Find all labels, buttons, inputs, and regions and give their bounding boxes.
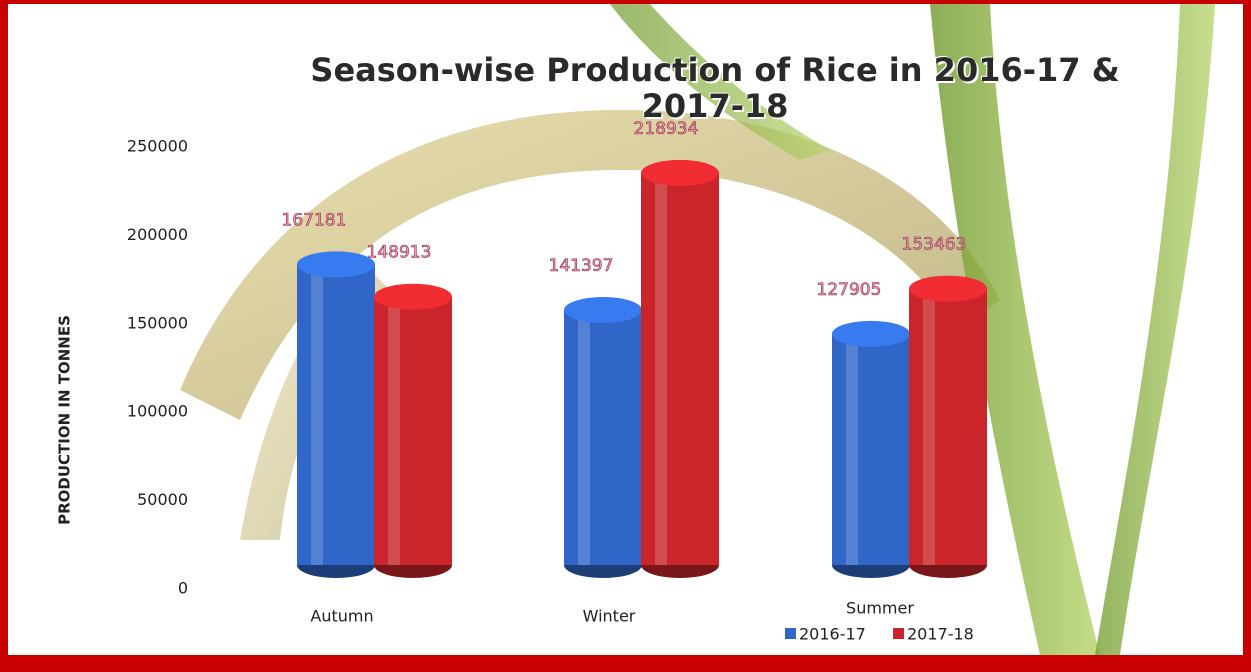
- bar-shade: [641, 172, 719, 565]
- legend-swatch: [785, 628, 796, 639]
- rice-leaf: [610, 4, 830, 160]
- bar-highlight: [655, 172, 667, 565]
- y-tick-label: 100000: [127, 402, 188, 421]
- rice-leaf: [930, 4, 1100, 655]
- rice-leaf: [1095, 4, 1215, 655]
- rice-panicle: [180, 110, 1000, 420]
- x-tick-label: Winter: [583, 607, 636, 626]
- legend-swatch: [893, 628, 904, 639]
- data-label: 148913: [367, 243, 432, 263]
- bar-highlight: [923, 288, 935, 565]
- bar-top: [564, 297, 642, 324]
- bar-top: [909, 275, 987, 302]
- data-label: 141397: [549, 256, 614, 276]
- y-tick-label: 250000: [127, 137, 188, 156]
- bar-highlight: [311, 264, 323, 565]
- bar-shade: [564, 310, 642, 565]
- bar-highlight: [846, 333, 858, 565]
- y-tick-label: 50000: [137, 490, 188, 509]
- y-tick-label: 150000: [127, 313, 188, 332]
- x-tick-label: Summer: [846, 599, 914, 618]
- y-tick-label: 0: [178, 579, 188, 598]
- bar-shade: [832, 333, 910, 565]
- bar-highlight: [388, 296, 400, 565]
- y-axis-label: PRODUCTION IN TONNES: [56, 315, 74, 525]
- legend-label: 2016-17: [799, 625, 866, 644]
- data-label: 127905: [817, 280, 882, 300]
- x-tick-label: Autumn: [310, 607, 373, 626]
- data-label: 167181: [282, 210, 347, 230]
- bar-top: [641, 159, 719, 186]
- y-tick-label: 200000: [127, 225, 188, 244]
- data-label: 153463: [902, 235, 967, 255]
- bar-shade: [909, 288, 987, 565]
- legend-label: 2017-18: [907, 625, 974, 644]
- bar-top: [832, 320, 910, 347]
- bar-shade: [297, 264, 375, 565]
- data-label: 218934: [634, 119, 699, 139]
- bar-top: [374, 283, 452, 310]
- chart-title: Season-wise Production of Rice in 2016-1…: [310, 51, 1120, 125]
- bar-top: [297, 251, 375, 278]
- bar-shade: [374, 296, 452, 565]
- bar-highlight: [578, 310, 590, 565]
